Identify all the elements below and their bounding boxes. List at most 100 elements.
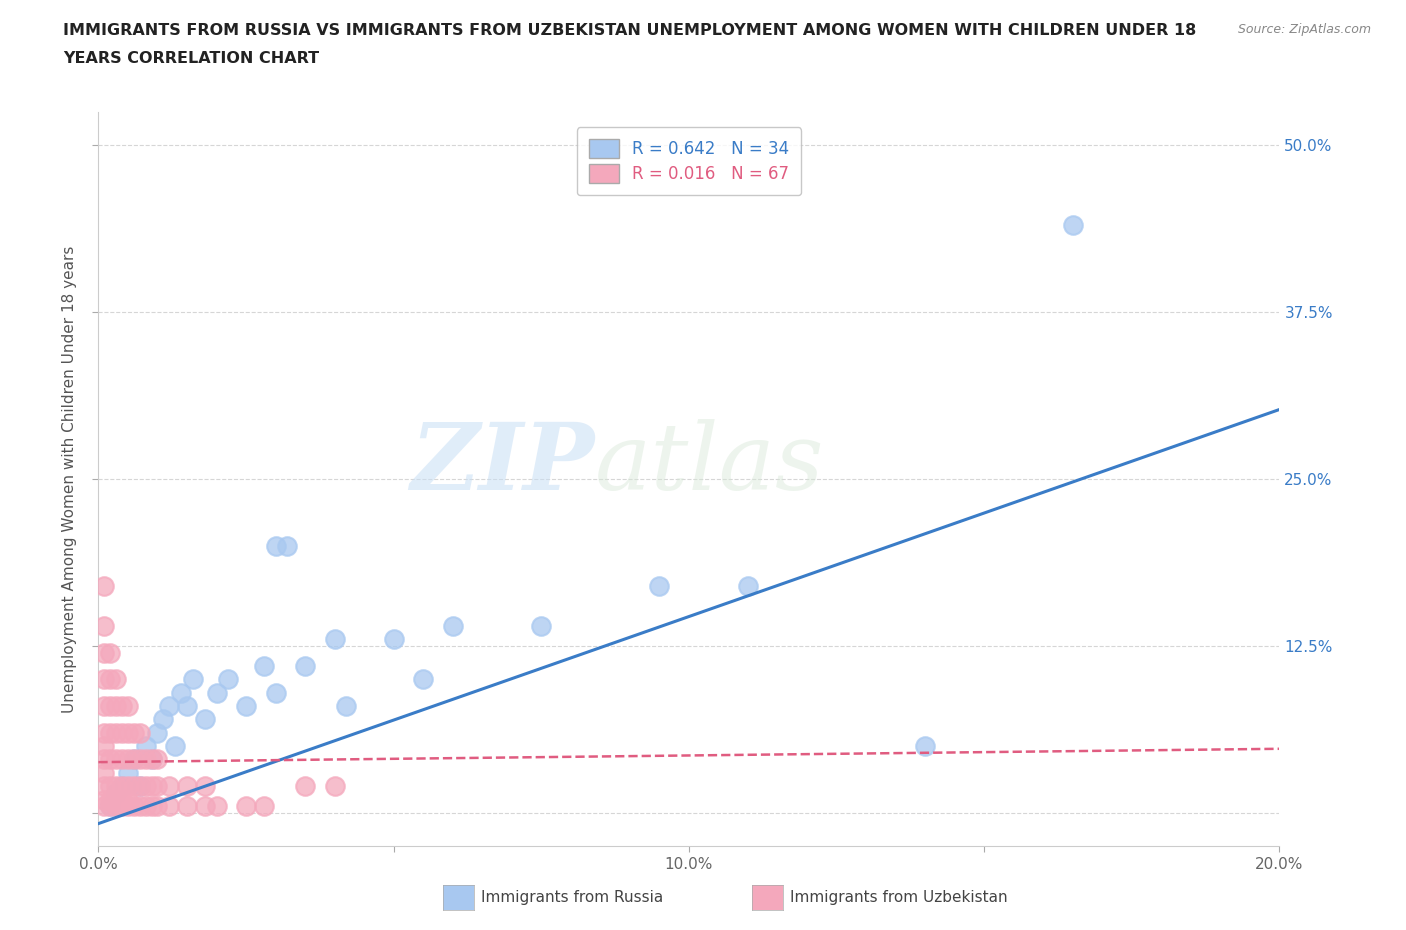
Point xyxy=(128,778,150,793)
Point xyxy=(141,799,163,814)
Point xyxy=(135,799,157,814)
Point xyxy=(176,799,198,814)
Point xyxy=(105,786,128,801)
Point xyxy=(276,538,298,553)
Point xyxy=(1062,218,1084,232)
Point xyxy=(105,792,128,807)
Point xyxy=(648,578,671,593)
Point xyxy=(98,698,121,713)
Point xyxy=(194,712,217,727)
Point xyxy=(117,765,139,780)
Point xyxy=(176,698,198,713)
Point xyxy=(105,799,128,814)
Point xyxy=(412,671,434,686)
Point xyxy=(98,792,121,807)
Point xyxy=(111,799,134,814)
Point xyxy=(93,698,115,713)
Point xyxy=(194,778,217,793)
Point xyxy=(128,725,150,740)
Point xyxy=(135,752,157,767)
Point xyxy=(122,752,145,767)
Point xyxy=(93,578,115,593)
Point xyxy=(141,778,163,793)
Point xyxy=(105,671,128,686)
Point xyxy=(93,645,115,660)
Point xyxy=(235,799,257,814)
Point xyxy=(194,799,217,814)
Point xyxy=(105,752,128,767)
Text: Source: ZipAtlas.com: Source: ZipAtlas.com xyxy=(1237,23,1371,36)
Point xyxy=(264,685,287,700)
Point xyxy=(217,671,239,686)
Point xyxy=(146,752,169,767)
Point xyxy=(152,712,174,727)
Point xyxy=(111,752,134,767)
Point xyxy=(93,778,115,793)
Point xyxy=(235,698,257,713)
Point xyxy=(98,725,121,740)
Point xyxy=(122,725,145,740)
Point xyxy=(117,725,139,740)
Point xyxy=(157,799,180,814)
Point xyxy=(117,778,139,793)
Point xyxy=(128,778,150,793)
Point xyxy=(122,799,145,814)
Point xyxy=(98,671,121,686)
Point xyxy=(105,778,128,793)
Point xyxy=(146,799,169,814)
Point xyxy=(253,799,276,814)
Point xyxy=(141,752,163,767)
Point xyxy=(93,738,115,753)
Point xyxy=(117,752,139,767)
Legend: R = 0.642   N = 34, R = 0.016   N = 67: R = 0.642 N = 34, R = 0.016 N = 67 xyxy=(576,127,801,195)
Point xyxy=(111,792,134,807)
Point xyxy=(117,799,139,814)
Y-axis label: Unemployment Among Women with Children Under 18 years: Unemployment Among Women with Children U… xyxy=(62,246,77,712)
Point xyxy=(294,658,316,673)
Point xyxy=(122,752,145,767)
Point xyxy=(176,778,198,793)
Point xyxy=(205,799,228,814)
Point xyxy=(111,725,134,740)
Point xyxy=(530,618,553,633)
Text: atlas: atlas xyxy=(595,419,824,510)
Point xyxy=(98,752,121,767)
Text: Immigrants from Russia: Immigrants from Russia xyxy=(481,890,664,905)
Point xyxy=(335,698,357,713)
Point xyxy=(135,778,157,793)
Point xyxy=(98,799,121,814)
Point xyxy=(105,725,128,740)
Point xyxy=(111,698,134,713)
Point xyxy=(146,778,169,793)
Point xyxy=(737,578,759,593)
Point xyxy=(382,631,405,646)
Point xyxy=(111,778,134,793)
Point xyxy=(170,685,193,700)
Point xyxy=(205,685,228,700)
Point xyxy=(181,671,204,686)
Point xyxy=(264,538,287,553)
Point xyxy=(93,725,115,740)
Point xyxy=(253,658,276,673)
Point xyxy=(93,792,115,807)
Point xyxy=(441,618,464,633)
Point xyxy=(93,799,115,814)
Point xyxy=(98,799,121,814)
Point xyxy=(294,778,316,793)
Point xyxy=(98,778,121,793)
Text: ZIP: ZIP xyxy=(411,419,595,510)
Point xyxy=(93,765,115,780)
Point xyxy=(128,799,150,814)
Point xyxy=(141,752,163,767)
Point xyxy=(146,725,169,740)
Point xyxy=(157,778,180,793)
Point xyxy=(122,778,145,793)
Text: YEARS CORRELATION CHART: YEARS CORRELATION CHART xyxy=(63,51,319,66)
Point xyxy=(111,778,134,793)
Point xyxy=(93,752,115,767)
Point xyxy=(323,778,346,793)
Point xyxy=(165,738,187,753)
Point xyxy=(93,618,115,633)
Point xyxy=(117,792,139,807)
Point xyxy=(323,631,346,646)
